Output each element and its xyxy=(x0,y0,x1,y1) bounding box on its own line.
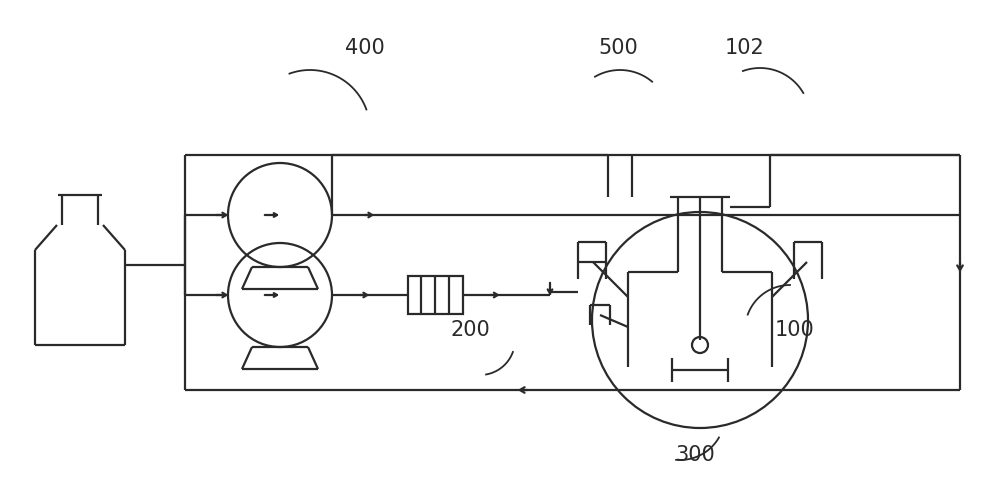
Text: 500: 500 xyxy=(598,38,638,58)
Text: 300: 300 xyxy=(675,445,715,465)
Text: 400: 400 xyxy=(345,38,385,58)
Text: 200: 200 xyxy=(450,320,490,340)
Text: 100: 100 xyxy=(775,320,815,340)
Text: 102: 102 xyxy=(725,38,765,58)
Bar xyxy=(408,276,462,314)
